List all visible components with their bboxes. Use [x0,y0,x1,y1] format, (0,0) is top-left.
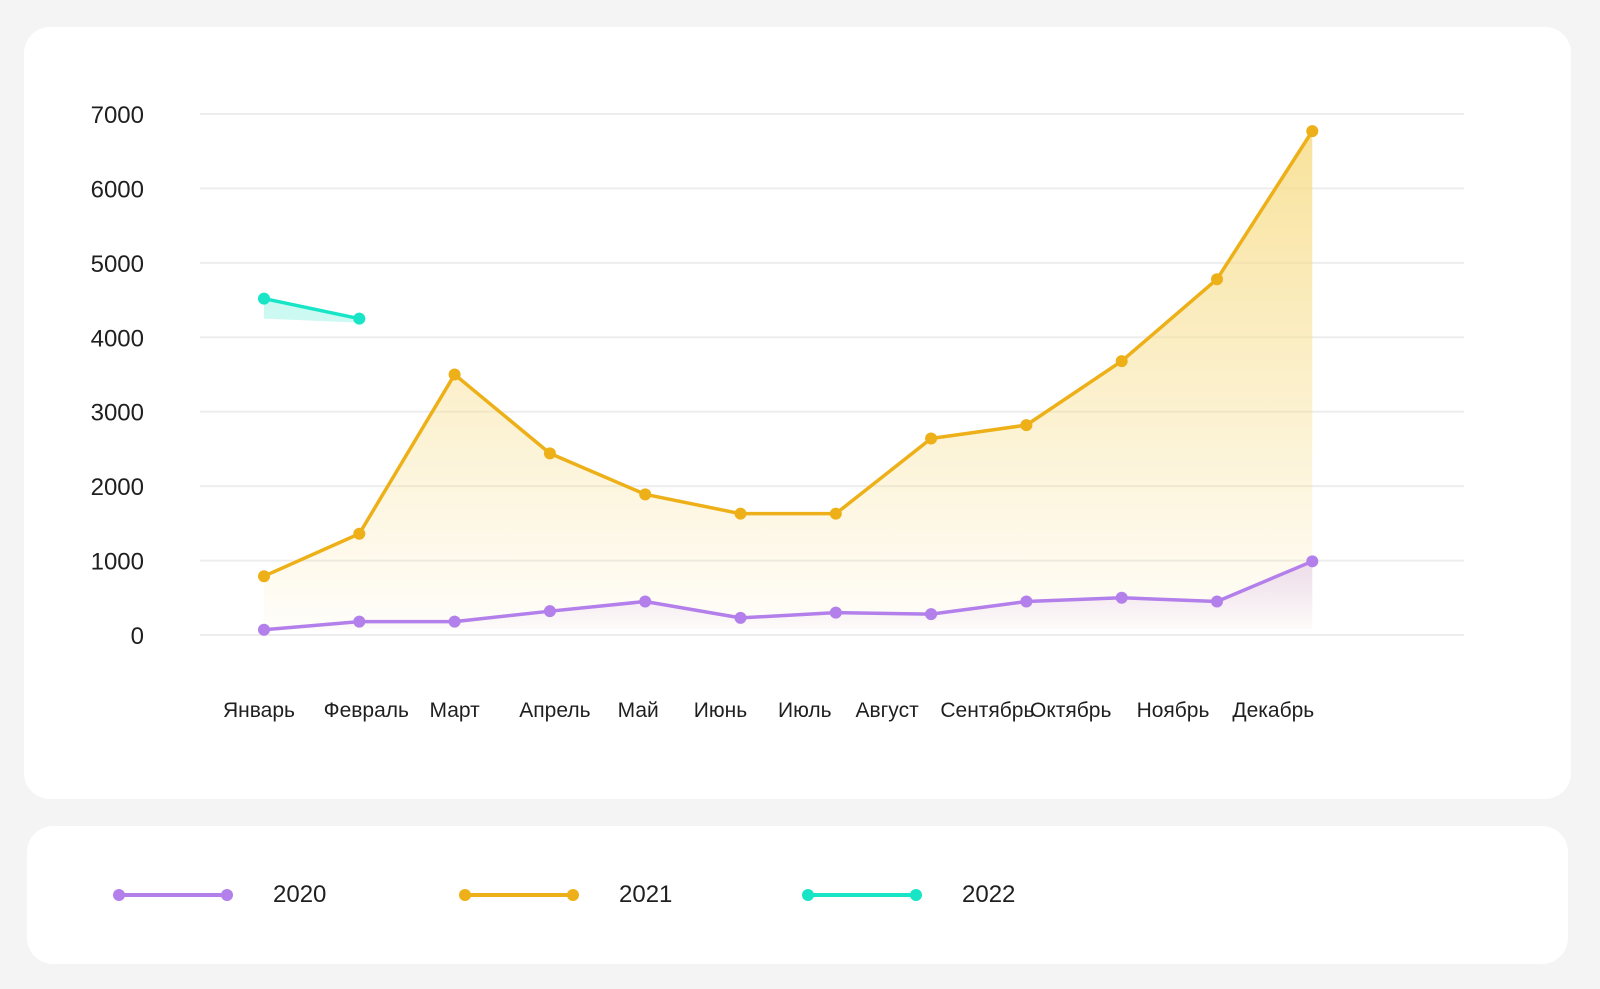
data-point-2020[interactable] [1115,591,1128,604]
data-point-2020[interactable] [829,606,842,619]
legend-swatch [459,889,579,901]
data-point-2021[interactable] [258,570,270,583]
legend-swatch [802,889,922,901]
y-tick-label: 3000 [91,400,144,427]
data-point-2021[interactable] [829,507,842,520]
data-point-2021[interactable] [1211,273,1223,286]
x-tick-label: Январь [223,699,295,722]
x-tick-label: Октябрь [1030,699,1111,722]
data-point-2020[interactable] [543,605,556,618]
data-point-2021[interactable] [1115,355,1128,368]
series-line-2021 [262,129,1315,578]
data-point-2020[interactable] [1306,555,1319,568]
x-tick-label: Август [855,699,919,722]
x-tick-label: Март [429,699,480,722]
y-tick-label: 4000 [91,325,144,352]
chart-card: 0 1000 2000 3000 4000 5000 6000 7000 Январь Февр… [24,27,1571,799]
legend-label: 2022 [962,881,1016,908]
data-point-2021[interactable] [1306,125,1319,138]
data-point-2020[interactable] [925,608,938,621]
x-tick-label: Июнь [694,699,747,722]
data-point-2020[interactable] [1211,595,1223,608]
x-tick-label: Ноябрь [1137,699,1210,722]
x-tick-label: Сентябрь [940,699,1034,722]
data-point-2020[interactable] [1020,595,1033,608]
series-area-2021 [264,131,1313,629]
series-line-2020 [262,559,1315,632]
x-tick-label: Декабрь [1232,699,1314,722]
x-tick-label: Февраль [324,699,409,722]
data-point-2021[interactable] [353,527,366,540]
data-point-2022[interactable] [258,292,270,305]
y-tick-label: 0 [131,623,144,650]
x-tick-label: Апрель [519,699,590,722]
legend-item-2020[interactable]: 2020 [113,826,326,964]
series-areas [264,131,1313,630]
y-tick-label: 7000 [91,102,144,129]
data-point-2021[interactable] [734,507,747,520]
y-axis-ticks: 0 1000 2000 3000 4000 5000 6000 7000 [91,102,144,650]
legend-item-2021[interactable]: 2021 [459,826,672,964]
data-point-2020[interactable] [734,611,747,624]
data-point-2022[interactable] [353,312,366,325]
y-tick-label: 5000 [91,251,144,278]
x-tick-label: Июль [778,699,832,722]
legend: 2020 2021 2022 [27,826,1568,964]
y-tick-label: 1000 [91,549,144,576]
series-line-2022 [262,296,362,321]
data-point-2021[interactable] [925,432,938,445]
data-point-2020[interactable] [448,615,461,628]
legend-label: 2020 [273,881,327,908]
y-tick-label: 2000 [91,474,144,501]
series-points [258,125,1319,636]
data-point-2020[interactable] [258,623,270,636]
y-tick-label: 6000 [91,176,144,203]
series-lines [262,129,1315,632]
data-point-2020[interactable] [639,595,652,608]
x-tick-label: Май [618,699,659,722]
legend-swatch [113,889,233,901]
line-chart: 0 1000 2000 3000 4000 5000 6000 7000 Январь Февр… [91,102,1464,722]
data-point-2021[interactable] [1020,419,1033,432]
legend-label: 2021 [619,881,673,908]
x-axis-ticks: Январь Февраль Март Апрель Май Июнь Июль Август… [223,699,1314,722]
data-point-2021[interactable] [448,368,461,381]
data-point-2021[interactable] [639,488,652,501]
data-point-2020[interactable] [353,615,366,628]
legend-item-2022[interactable]: 2022 [802,826,1015,964]
data-point-2021[interactable] [543,447,556,460]
